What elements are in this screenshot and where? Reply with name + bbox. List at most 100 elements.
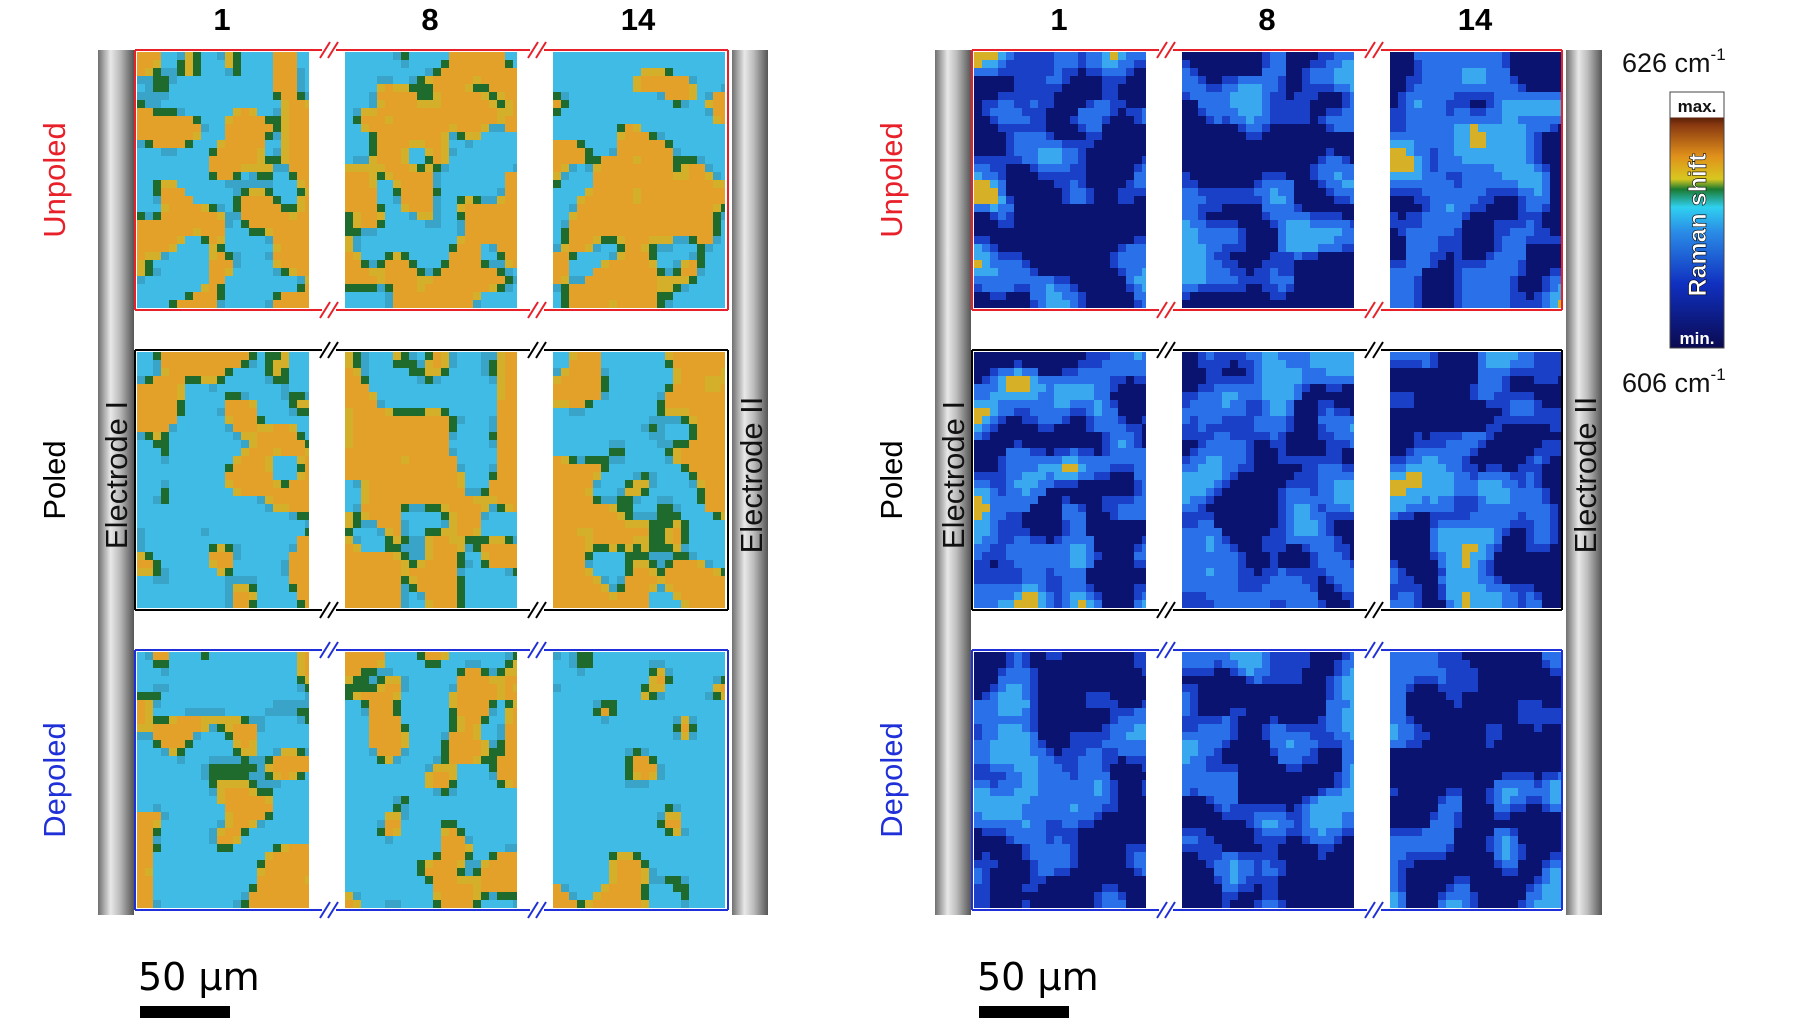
- break-gap: [1159, 905, 1173, 915]
- break-gap: [530, 905, 544, 915]
- raman-map-grid-right: [974, 52, 1562, 908]
- map-tile-left-r1-c3: [553, 52, 725, 308]
- break-mark: [319, 301, 331, 319]
- break-gap: [1367, 45, 1381, 55]
- break-mark: [319, 41, 331, 59]
- map-tile-left-r2-c3: [553, 352, 725, 608]
- break-gap: [322, 605, 336, 615]
- break-mark: [1372, 301, 1384, 319]
- column-label-1-right: 1: [1050, 2, 1067, 37]
- break-mark: [1164, 641, 1176, 659]
- break-mark: [319, 641, 331, 659]
- row-label-unpoled: Unpoled: [37, 122, 72, 237]
- break-mark: [327, 601, 339, 619]
- electrode-right-bar-2: [1566, 50, 1602, 915]
- map-tile-right-r2-c1: [974, 352, 1146, 608]
- break-gap: [322, 905, 336, 915]
- break-mark: [527, 341, 539, 359]
- map-tile-right-r3-c2: [1182, 652, 1354, 908]
- break-mark: [327, 341, 339, 359]
- break-gap: [1367, 605, 1381, 615]
- break-mark: [1372, 601, 1384, 619]
- colorbar-top-label: 626 cm-1: [1622, 45, 1726, 78]
- break-gap: [1159, 645, 1173, 655]
- break-gap: [530, 645, 544, 655]
- map-tile-left-r3-c2: [345, 652, 517, 908]
- break-gap: [530, 345, 544, 355]
- break-mark: [1164, 301, 1176, 319]
- colorbar-title: Raman shift: [1684, 153, 1712, 297]
- electrode-label-right: Electrode II: [734, 397, 769, 554]
- break-mark: [1372, 901, 1384, 919]
- scale-bar-label-left: 50 µm: [138, 955, 260, 999]
- electrode-label-left: Electrode I: [99, 401, 134, 549]
- break-mark: [319, 341, 331, 359]
- row-label-depoled: Depoled: [37, 722, 72, 837]
- break-mark: [1364, 641, 1376, 659]
- colorbar-scale: [1669, 91, 1725, 349]
- break-gap: [322, 305, 336, 315]
- break-mark: [1364, 41, 1376, 59]
- break-gap: [530, 605, 544, 615]
- break-mark: [1156, 901, 1168, 919]
- column-label-14: 14: [621, 2, 656, 37]
- break-gap: [322, 45, 336, 55]
- break-mark: [535, 901, 547, 919]
- break-mark: [1364, 341, 1376, 359]
- break-mark: [535, 641, 547, 659]
- map-tile-right-r3-c3: [1390, 652, 1562, 908]
- map-tile-right-r2-c3: [1390, 352, 1562, 608]
- break-mark: [1156, 601, 1168, 619]
- electrode-left-bar-2: [935, 50, 971, 915]
- break-mark: [535, 41, 547, 59]
- break-mark: [1164, 41, 1176, 59]
- break-gap: [530, 45, 544, 55]
- map-tile-left-r2-c1: [137, 352, 309, 608]
- break-mark: [1164, 601, 1176, 619]
- break-mark: [1164, 341, 1176, 359]
- electrode-label-right-2: Electrode II: [1568, 397, 1603, 554]
- break-gap: [530, 305, 544, 315]
- break-mark: [319, 901, 331, 919]
- break-mark: [1156, 301, 1168, 319]
- colorbar-bottom-label: 606 cm-1: [1622, 365, 1726, 398]
- break-mark: [535, 341, 547, 359]
- map-tile-right-r3-c1: [974, 652, 1146, 908]
- break-mark: [527, 41, 539, 59]
- raman-map-grid-left: [137, 52, 725, 908]
- map-tile-left-r1-c2: [345, 52, 517, 308]
- map-tile-left-r3-c3: [553, 652, 725, 908]
- break-mark: [1156, 341, 1168, 359]
- scale-bar-right: [979, 1006, 1069, 1018]
- break-gap: [1367, 905, 1381, 915]
- break-mark: [1372, 641, 1384, 659]
- break-gap: [1159, 605, 1173, 615]
- break-gap: [1367, 645, 1381, 655]
- break-gap: [1159, 305, 1173, 315]
- break-gap: [322, 645, 336, 655]
- map-tile-right-r1-c3: [1390, 52, 1562, 308]
- row-label-poled-right: Poled: [874, 440, 909, 519]
- break-gap: [1159, 45, 1173, 55]
- break-mark: [327, 41, 339, 59]
- map-tile-left-r1-c1: [137, 52, 309, 308]
- scale-bar-label-right: 50 µm: [977, 955, 1099, 999]
- map-tile-right-r1-c2: [1182, 52, 1354, 308]
- break-mark: [1372, 41, 1384, 59]
- break-mark: [535, 601, 547, 619]
- column-label-1: 1: [213, 2, 230, 37]
- break-mark: [1156, 641, 1168, 659]
- electrode-right-bar: [732, 50, 768, 915]
- break-gap: [1367, 305, 1381, 315]
- row-label-depoled-right: Depoled: [874, 722, 909, 837]
- break-gap: [1367, 345, 1381, 355]
- column-label-8-right: 8: [1258, 2, 1275, 37]
- map-tile-left-r2-c2: [345, 352, 517, 608]
- scale-bar-left: [140, 1006, 230, 1018]
- break-gap: [322, 345, 336, 355]
- break-gap: [1159, 345, 1173, 355]
- electrode-label-left-2: Electrode I: [936, 401, 971, 549]
- row-label-unpoled-right: Unpoled: [874, 122, 909, 237]
- break-mark: [327, 901, 339, 919]
